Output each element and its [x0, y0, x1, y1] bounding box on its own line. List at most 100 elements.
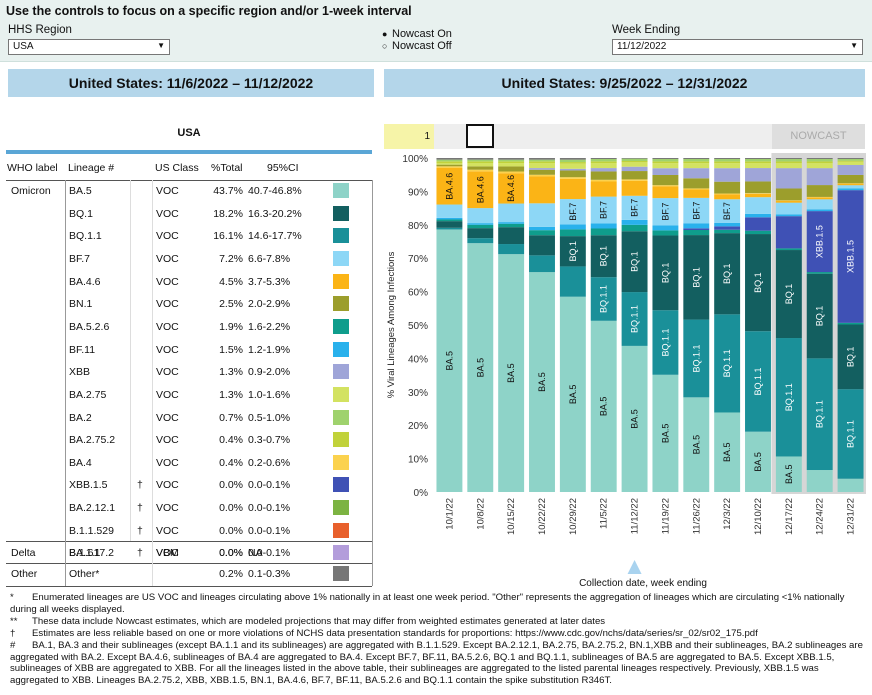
bar-segment	[745, 331, 771, 432]
bar-data-label: XBB.1.5	[846, 240, 856, 273]
x-tick-label: 10/29/22	[568, 498, 579, 535]
bar-segment	[529, 203, 555, 227]
bar-segment	[559, 199, 586, 225]
row-ci: 2.0-2.9%	[248, 298, 291, 311]
row-us-class: VOC	[156, 343, 179, 356]
bar-segment	[498, 161, 525, 164]
row-dagger: †	[137, 479, 143, 492]
bar-segment	[652, 310, 679, 375]
week-select[interactable]: 11/12/2022 ▼	[612, 39, 863, 55]
row-us-class: VOC	[156, 207, 179, 220]
bar-segment	[467, 243, 494, 492]
bar-segment	[775, 200, 802, 203]
row-who-label: Delta	[11, 547, 36, 559]
table-row	[6, 542, 372, 564]
row-color-swatch	[333, 205, 349, 221]
bar-segment	[621, 171, 648, 180]
bar-segment	[529, 226, 555, 231]
bar-segment	[837, 158, 864, 159]
row-us-class: VOC	[156, 479, 179, 492]
bar-segment	[529, 272, 555, 492]
row-dagger: †	[137, 502, 143, 515]
row-ci: 1.2-1.9%	[248, 343, 291, 356]
bar-data-label: BQ.1.1	[599, 285, 609, 313]
row-lineage: BF.11	[69, 343, 96, 356]
table-rule	[6, 180, 372, 181]
bar-segment	[745, 193, 771, 194]
bar-segment	[590, 228, 617, 236]
row-ci: 0.9-2.0%	[248, 366, 291, 379]
bar-data-label: BF.7	[568, 203, 578, 221]
bar-segment	[714, 193, 741, 195]
bar-segment	[683, 189, 710, 198]
row-lineage: BA.5.2.6	[69, 320, 110, 333]
bar-segment	[498, 173, 525, 204]
nowcast-off-radio[interactable]: ○ Nowcast Off	[382, 40, 452, 52]
bar-segment	[683, 178, 710, 189]
bar-segment	[806, 185, 833, 197]
row-lineage: BA.2	[69, 411, 92, 424]
row-ci: 16.3-20.2%	[248, 207, 302, 220]
bar-segment	[498, 159, 525, 162]
bar-data-label: BQ.1.1	[753, 367, 763, 395]
row-pct-total: 1.3%	[219, 366, 243, 379]
bar-segment	[498, 171, 525, 174]
bar-data-label: BA.4.6	[506, 175, 516, 202]
row-pct-total: 1.9%	[219, 320, 243, 333]
bar-segment	[467, 163, 494, 167]
bar-data-label: BA.4.6	[475, 176, 485, 203]
y-tick-label: 90%	[408, 187, 428, 198]
bar-segment	[652, 185, 679, 187]
bar-segment	[837, 389, 864, 479]
y-tick-label: 40%	[408, 354, 428, 365]
table-row	[6, 248, 372, 270]
region-label: HHS Region	[8, 24, 72, 36]
bar-segment	[436, 204, 463, 218]
bar-segment	[467, 238, 494, 244]
table-col-divider	[130, 180, 131, 541]
row-ci: NA	[248, 547, 263, 559]
row-ci: 0.0-0.1%	[248, 524, 291, 537]
bar-segment	[806, 273, 833, 359]
x-tick-label: 12/24/22	[815, 498, 826, 535]
bar-data-label: BF.7	[599, 201, 609, 219]
bar-segment	[529, 161, 555, 164]
bar-segment	[590, 181, 617, 197]
y-tick-label: 0%	[414, 488, 429, 499]
bar-segment	[652, 158, 679, 160]
bar-data-label: BQ.1.1	[815, 400, 825, 428]
row-pct-total: 0.2%	[219, 568, 243, 580]
week-select-value: 11/12/2022	[617, 41, 667, 52]
bar-segment	[745, 163, 771, 169]
nowcast-on-radio[interactable]: ● Nowcast On	[382, 28, 452, 40]
bar-segment	[436, 229, 463, 492]
region-select[interactable]: USA ▼	[8, 39, 170, 55]
y-tick-label: 20%	[408, 421, 428, 432]
bar-segment	[745, 158, 771, 160]
bar-segment	[837, 183, 864, 186]
row-us-class: VOC	[156, 366, 179, 379]
row-pct-total: 0.4%	[219, 434, 243, 447]
footnote: * Enumerated lineages are US VOC and line…	[10, 592, 866, 615]
row-us-class: VOC	[156, 275, 179, 288]
table-header-divider	[6, 150, 372, 154]
footnote-symbol: *	[10, 592, 14, 603]
row-ci: 1.6-2.2%	[248, 320, 291, 333]
table-row	[6, 429, 372, 451]
bar-segment	[683, 319, 710, 398]
bar-segment	[621, 161, 648, 163]
row-lineage: BA.5	[69, 185, 92, 197]
bar-segment	[683, 168, 710, 179]
table-col-divider	[65, 180, 66, 586]
week-slider-handle[interactable]	[466, 124, 494, 148]
row-lineage: BA.4	[69, 456, 92, 469]
bar-segment	[621, 166, 648, 172]
row-us-class: VOC	[156, 252, 179, 265]
row-us-class: VOC	[156, 502, 179, 515]
bar-segment	[559, 162, 586, 164]
table-row	[6, 407, 372, 429]
bar-segment	[590, 171, 617, 180]
x-tick-label: 12/10/22	[753, 498, 764, 535]
bar-segment	[590, 196, 617, 224]
y-tick-label: 60%	[408, 288, 428, 299]
